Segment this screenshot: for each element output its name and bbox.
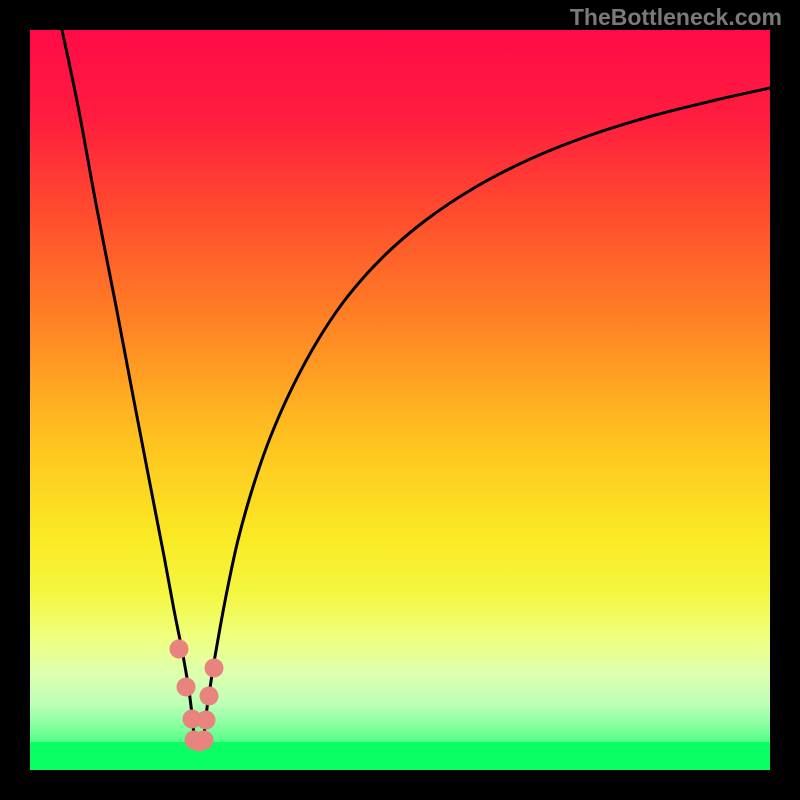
- marker-dot: [170, 640, 189, 659]
- marker-dot: [177, 678, 196, 697]
- marker-dot: [200, 687, 219, 706]
- bottleneck-chart: TheBottleneck.com: [0, 0, 800, 800]
- chart-svg: [0, 0, 800, 800]
- marker-dot: [195, 731, 214, 750]
- chart-background: [30, 30, 770, 770]
- marker-dot: [197, 711, 216, 730]
- watermark-label: TheBottleneck.com: [570, 4, 782, 31]
- marker-dot: [205, 659, 224, 678]
- chart-floor: [30, 742, 770, 770]
